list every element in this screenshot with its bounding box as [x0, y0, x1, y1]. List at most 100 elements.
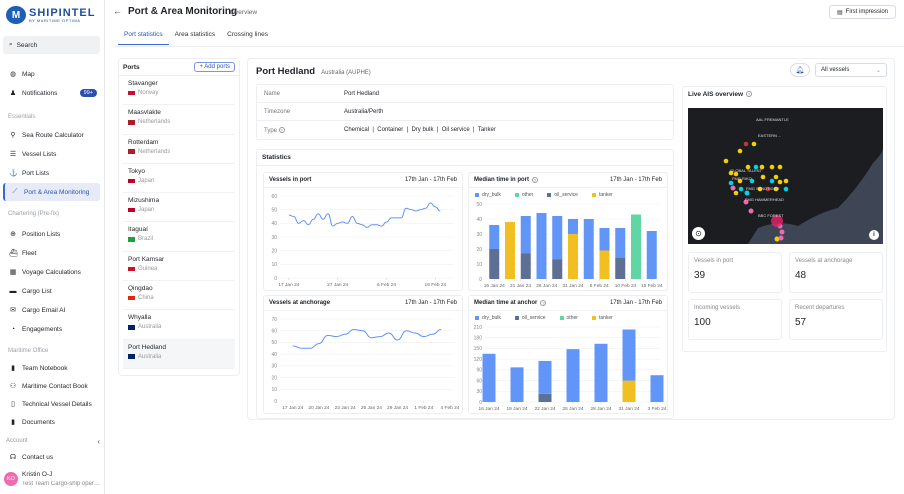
bar-dry_bulk[interactable]	[536, 213, 547, 279]
bar-dry_bulk[interactable]	[622, 329, 636, 381]
bar-dry_bulk[interactable]	[520, 216, 531, 254]
logo[interactable]: M SHIPINTEL BY MARITIME OPTIMA	[6, 6, 95, 24]
vessel-marker[interactable]	[760, 174, 766, 180]
bar-dry_bulk[interactable]	[599, 228, 610, 251]
sidebar-item-technical-vessel-details[interactable]: ▯ Technical Vessel Details	[3, 395, 100, 413]
help-icon[interactable]: ?	[532, 177, 539, 183]
bar-dry_bulk[interactable]	[482, 353, 496, 402]
vessel-filter-select[interactable]: All vessels ⌄	[815, 63, 887, 77]
vessel-marker[interactable]	[733, 190, 739, 196]
vessel-marker[interactable]	[777, 179, 783, 185]
vessel-marker[interactable]	[774, 236, 780, 242]
port-list-item[interactable]: Maasvlakte Netherlands	[123, 105, 235, 135]
help-icon[interactable]: ?	[278, 126, 285, 133]
vessel-marker[interactable]	[773, 174, 779, 180]
sidebar-item-team-notebook[interactable]: ▮ Team Notebook	[3, 359, 100, 377]
sidebar-item-documents[interactable]: ▮ Documents	[3, 413, 100, 431]
bar-dry_bulk[interactable]	[489, 225, 500, 249]
vessel-marker[interactable]	[783, 186, 789, 192]
vessel-marker[interactable]	[743, 199, 749, 205]
port-list-item[interactable]: Mizushima Japan	[123, 193, 235, 223]
legend-item[interactable]: oil_service	[547, 192, 578, 198]
port-list-item[interactable]: Qingdao China	[123, 281, 235, 311]
vessel-marker[interactable]	[744, 190, 750, 196]
port-list-item[interactable]: Port Hedland Australia	[123, 339, 235, 369]
bar-dry_bulk[interactable]	[646, 231, 657, 279]
vessel-marker[interactable]	[765, 186, 771, 192]
legend-item[interactable]: tanker	[591, 315, 613, 321]
vessel-marker[interactable]	[733, 171, 739, 177]
legend-item[interactable]: dry_bulk	[475, 192, 501, 198]
sidebar-item-vessel-lists[interactable]: ☰ Vessel Lists	[3, 145, 100, 163]
sidebar-item-sea-route-calculator[interactable]: ⚲ Sea Route Calculator	[3, 126, 100, 144]
search-button[interactable]: ⌕ Search	[3, 36, 100, 54]
bar-tanker[interactable]	[622, 380, 636, 402]
port-list-item[interactable]: Itaguaí Brazil	[123, 222, 235, 252]
tab-area-statistics[interactable]: Area statistics	[174, 31, 216, 38]
help-icon[interactable]: ?	[746, 91, 753, 97]
vessel-marker[interactable]	[751, 141, 757, 147]
port-list-item[interactable]: Whyalla Australia	[123, 310, 235, 340]
vessel-marker[interactable]	[769, 178, 775, 184]
bar-oil_service[interactable]	[489, 249, 500, 279]
port-list-item[interactable]: Rotterdam Netherlands	[123, 135, 235, 164]
bar-tanker[interactable]	[599, 250, 610, 280]
sidebar-item-cargo-list[interactable]: ▬ Cargo List	[3, 282, 100, 300]
sidebar-item-fleet[interactable]: ⛴ Fleet	[3, 244, 100, 262]
bar-oil_service[interactable]	[615, 258, 626, 279]
vessel-marker[interactable]	[773, 186, 779, 192]
ais-map[interactable]: AAL FREMANTLE EASTERN ... GLOBAL TALENT FMG…	[688, 108, 883, 244]
sidebar-item-position-lists[interactable]: ⊕ Position Lists	[3, 225, 100, 243]
legend-item[interactable]: other	[514, 192, 533, 198]
vessel-marker[interactable]	[728, 170, 734, 176]
vessel-marker[interactable]	[723, 158, 729, 164]
bar-dry_bulk[interactable]	[650, 375, 664, 402]
back-button[interactable]: ←	[113, 6, 122, 16]
bar-dry_bulk[interactable]	[568, 219, 578, 234]
legend-item[interactable]: tanker	[591, 192, 613, 198]
bar-oil_service[interactable]	[520, 253, 531, 280]
bar-dry_bulk[interactable]	[538, 360, 552, 394]
bar-oil_service[interactable]	[552, 259, 563, 280]
tab-crossing-lines[interactable]: Crossing lines	[227, 31, 268, 38]
bar-dry_bulk[interactable]	[615, 228, 626, 258]
vessel-marker[interactable]	[738, 186, 744, 192]
bar-dry_bulk[interactable]	[583, 219, 594, 279]
vessel-marker[interactable]	[757, 186, 763, 192]
vessel-marker[interactable]	[769, 164, 775, 170]
bar-oil_service[interactable]	[538, 393, 552, 402]
vessel-marker[interactable]	[748, 208, 754, 214]
vessel-marker[interactable]	[759, 164, 765, 170]
vessel-marker[interactable]	[728, 180, 734, 186]
bar-dry_bulk[interactable]	[566, 349, 580, 402]
vessel-marker[interactable]	[743, 141, 749, 147]
help-icon[interactable]: ?	[540, 300, 547, 306]
tab-port-statistics[interactable]: Port statistics	[118, 28, 169, 45]
vessel-marker[interactable]	[753, 164, 759, 170]
legend-item[interactable]: other	[559, 315, 578, 321]
bar-dry_bulk[interactable]	[510, 367, 524, 402]
sidebar-item-cargo-email-ai[interactable]: ✉ Cargo Email AI	[3, 301, 100, 319]
vessel-marker[interactable]	[783, 178, 789, 184]
bar-other[interactable]	[631, 214, 641, 280]
sidebar-item-map[interactable]: ◍ Map	[3, 65, 100, 83]
legend-item[interactable]: oil_service	[514, 315, 546, 321]
vessel-marker[interactable]	[749, 178, 755, 184]
vessel-marker[interactable]	[778, 235, 784, 241]
sidebar-item-voyage-calculations[interactable]: ▦ Voyage Calculations	[3, 263, 100, 281]
port-list-item[interactable]: Port Kamsar Guinea	[123, 252, 235, 282]
legend-item[interactable]: dry_bulk	[475, 315, 501, 321]
sidebar-item-port-area-monitoring[interactable]: ⟋ Port & Area Monitoring	[3, 183, 100, 201]
bar-dry_bulk[interactable]	[552, 216, 563, 260]
sidebar-item-port-lists[interactable]: ⚓ Port Lists	[3, 164, 100, 182]
bar-tanker[interactable]	[505, 222, 515, 279]
contact-us[interactable]: ☊ Contact us	[3, 448, 100, 466]
sidebar-item-engagements[interactable]: ◔ Engagements	[3, 320, 100, 338]
vessel-marker[interactable]	[730, 185, 736, 191]
notification-bell-button[interactable]: 🔔︎	[790, 63, 810, 77]
collapse-icon[interactable]: ‹	[97, 436, 100, 446]
vessel-marker[interactable]	[737, 178, 743, 184]
vessel-marker[interactable]	[777, 164, 783, 170]
vessel-marker[interactable]	[779, 229, 785, 235]
port-list-item[interactable]: Stavanger Norway	[123, 76, 235, 106]
